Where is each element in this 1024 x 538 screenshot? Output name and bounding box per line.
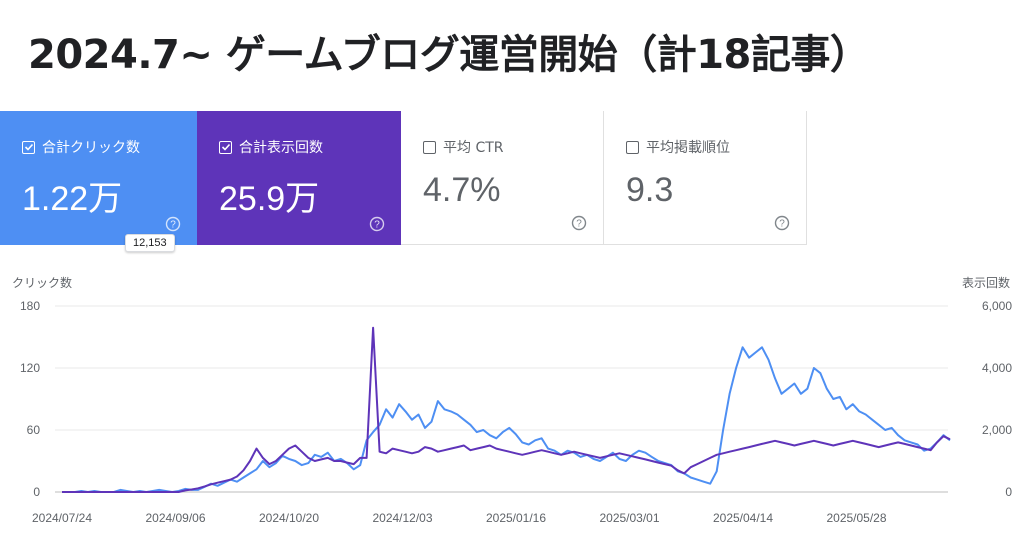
left-axis-title: クリック数 [12, 276, 73, 290]
right-axis-title: 表示回数 [961, 276, 1010, 290]
average-ctr-card[interactable]: 平均 CTR 4.7% ? [401, 111, 604, 245]
y-left-tick-label: 120 [20, 361, 40, 375]
y-right-tick-label: 2,000 [982, 423, 1012, 437]
performance-chart[interactable]: 180 6,000 120 4,000 60 2,000 0 0 2024/07/24 2024/… [0, 290, 1024, 538]
y-left-tick-label: 60 [27, 423, 41, 437]
page-title: 2024.7~ ゲームブログ運営開始（計18記事） [28, 32, 870, 78]
clicks-tooltip: 12,153 [125, 234, 175, 252]
checkbox-checked-icon[interactable] [22, 140, 35, 154]
checkbox-checked-icon[interactable] [219, 140, 232, 154]
total-impressions-value: 25.9万 [219, 180, 320, 218]
metric-cards: 合計クリック数 1.22万 ? 合計表示回数 25.9万 ? 平均 CTR 4.… [0, 111, 808, 245]
y-left-tick-label: 0 [33, 485, 40, 499]
x-tick-label: 2025/04/14 [713, 511, 773, 525]
help-icon[interactable]: ? [774, 215, 790, 231]
x-tick-label: 2025/01/16 [486, 511, 546, 525]
svg-text:?: ? [170, 220, 176, 231]
average-position-label-row: 平均掲載順位 [626, 137, 730, 157]
help-icon[interactable]: ? [165, 216, 181, 232]
x-tick-label: 2024/12/03 [372, 511, 432, 525]
clicks-series-line [62, 346, 951, 493]
average-position-label: 平均掲載順位 [646, 140, 730, 156]
x-tick-label: 2025/05/28 [826, 511, 886, 525]
y-left-tick-label: 180 [20, 299, 40, 313]
total-impressions-label: 合計表示回数 [239, 140, 323, 156]
help-icon[interactable]: ? [571, 215, 587, 231]
x-tick-label: 2024/10/20 [259, 511, 319, 525]
y-right-tick-label: 0 [1005, 485, 1012, 499]
checkbox-unchecked-icon[interactable] [423, 140, 436, 154]
average-position-value: 9.3 [626, 171, 674, 209]
help-icon[interactable]: ? [369, 216, 385, 232]
total-impressions-label-row: 合計表示回数 [219, 137, 323, 157]
average-ctr-label-row: 平均 CTR [423, 137, 504, 157]
impressions-series-line [62, 326, 951, 493]
total-clicks-label-row: 合計クリック数 [22, 137, 140, 157]
x-tick-label: 2025/03/01 [599, 511, 659, 525]
svg-text:?: ? [374, 220, 380, 231]
y-right-tick-label: 4,000 [982, 361, 1012, 375]
x-tick-label: 2024/07/24 [32, 511, 92, 525]
total-impressions-card[interactable]: 合計表示回数 25.9万 ? [197, 111, 401, 245]
svg-text:?: ? [576, 219, 582, 230]
total-clicks-label: 合計クリック数 [42, 140, 140, 156]
average-ctr-label: 平均 CTR [443, 140, 504, 156]
average-position-card[interactable]: 平均掲載順位 9.3 ? [604, 111, 807, 245]
y-right-tick-label: 6,000 [982, 299, 1012, 313]
svg-text:?: ? [779, 219, 785, 230]
total-clicks-card[interactable]: 合計クリック数 1.22万 ? [0, 111, 197, 245]
total-clicks-value: 1.22万 [22, 180, 123, 218]
checkbox-unchecked-icon[interactable] [626, 140, 639, 154]
x-tick-label: 2024/09/06 [145, 511, 205, 525]
average-ctr-value: 4.7% [423, 171, 501, 209]
